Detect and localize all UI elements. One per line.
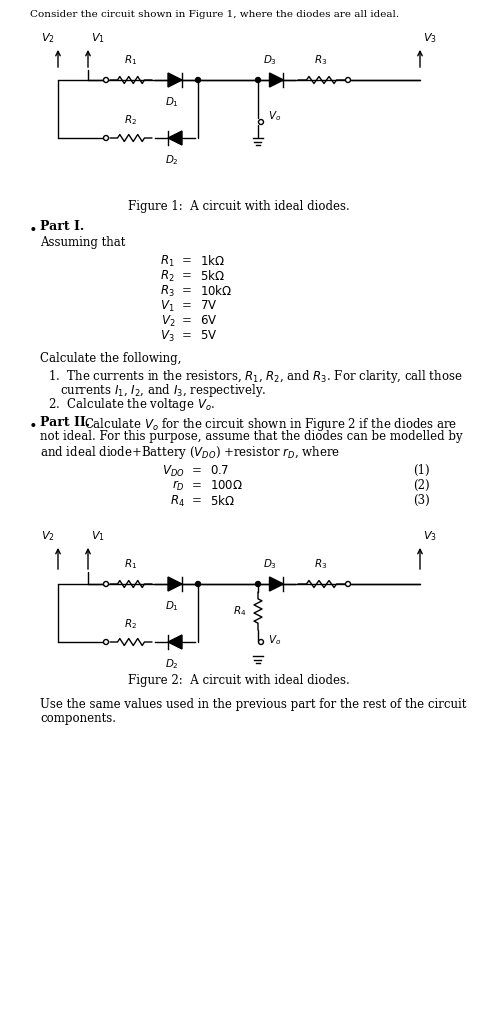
Circle shape <box>103 640 109 644</box>
Text: Part I.: Part I. <box>40 220 84 233</box>
Text: $R_4$: $R_4$ <box>170 494 185 509</box>
Text: $R_4$: $R_4$ <box>233 604 246 617</box>
Text: =: = <box>182 284 192 297</box>
Circle shape <box>103 582 109 587</box>
Text: $V_2$: $V_2$ <box>160 314 175 329</box>
Text: and ideal diode+Battery ($V_{DO}$) +resistor $r_D$, where: and ideal diode+Battery ($V_{DO}$) +resi… <box>40 444 340 461</box>
Polygon shape <box>168 131 182 145</box>
Text: (3): (3) <box>413 494 430 507</box>
Text: $R_1$: $R_1$ <box>125 557 137 571</box>
Circle shape <box>259 120 263 125</box>
Text: Figure 2:  A circuit with ideal diodes.: Figure 2: A circuit with ideal diodes. <box>128 674 350 687</box>
Text: $V_3$: $V_3$ <box>423 31 437 45</box>
Text: $D_1$: $D_1$ <box>165 95 179 109</box>
Polygon shape <box>270 577 284 591</box>
Text: (2): (2) <box>413 479 430 492</box>
Circle shape <box>195 582 201 587</box>
Text: =: = <box>182 269 192 282</box>
Text: =: = <box>182 329 192 342</box>
Text: Assuming that: Assuming that <box>40 236 125 249</box>
Text: $1\mathrm{k}\Omega$: $1\mathrm{k}\Omega$ <box>200 254 225 268</box>
Text: $R_3$: $R_3$ <box>314 53 328 67</box>
Text: $R_2$: $R_2$ <box>160 269 175 284</box>
Circle shape <box>195 78 201 83</box>
Text: $R_2$: $R_2$ <box>125 617 137 631</box>
Text: 1.  The currents in the resistors, $R_1$, $R_2$, and $R_3$. For clarity, call th: 1. The currents in the resistors, $R_1$,… <box>48 368 463 385</box>
Text: $D_3$: $D_3$ <box>263 557 277 571</box>
Text: currents $I_1$, $I_2$, and $I_3$, respectively.: currents $I_1$, $I_2$, and $I_3$, respec… <box>60 382 266 399</box>
Text: =: = <box>192 479 202 492</box>
Text: $5\mathrm{V}$: $5\mathrm{V}$ <box>200 329 217 342</box>
Circle shape <box>259 640 263 644</box>
Text: $5\mathrm{k}\Omega$: $5\mathrm{k}\Omega$ <box>210 494 235 508</box>
Circle shape <box>255 78 261 83</box>
Polygon shape <box>168 73 182 87</box>
Text: $\bullet$: $\bullet$ <box>28 220 36 234</box>
Text: $V_{DO}$: $V_{DO}$ <box>162 464 185 479</box>
Text: 2.  Calculate the voltage $V_o$.: 2. Calculate the voltage $V_o$. <box>48 396 215 413</box>
Text: $V_1$: $V_1$ <box>91 31 105 45</box>
Text: =: = <box>182 299 192 312</box>
Text: $V_o$: $V_o$ <box>268 633 281 647</box>
Text: $V_3$: $V_3$ <box>160 329 175 344</box>
Text: not ideal. For this purpose, assume that the diodes can be modelled by: not ideal. For this purpose, assume that… <box>40 430 463 443</box>
Polygon shape <box>168 577 182 591</box>
Text: $V_3$: $V_3$ <box>423 529 437 543</box>
Text: $V_1$: $V_1$ <box>91 529 105 543</box>
Text: components.: components. <box>40 712 116 725</box>
Text: $R_3$: $R_3$ <box>160 284 175 299</box>
Text: $10\mathrm{k}\Omega$: $10\mathrm{k}\Omega$ <box>200 284 232 298</box>
Circle shape <box>345 582 351 587</box>
Text: $V_2$: $V_2$ <box>41 31 55 45</box>
Polygon shape <box>168 635 182 649</box>
Text: $D_3$: $D_3$ <box>263 53 277 67</box>
Text: $V_o$: $V_o$ <box>268 110 281 123</box>
Text: $R_1$: $R_1$ <box>125 53 137 67</box>
Text: $r_D$: $r_D$ <box>172 479 185 494</box>
Text: $R_2$: $R_2$ <box>125 114 137 127</box>
Text: (1): (1) <box>413 464 430 477</box>
Circle shape <box>345 78 351 83</box>
Text: $0.7$: $0.7$ <box>210 464 229 477</box>
Circle shape <box>255 582 261 587</box>
Text: =: = <box>182 314 192 327</box>
Text: $100\Omega$: $100\Omega$ <box>210 479 243 492</box>
Circle shape <box>103 78 109 83</box>
Text: $D_2$: $D_2$ <box>165 153 179 167</box>
Text: $5\mathrm{k}\Omega$: $5\mathrm{k}\Omega$ <box>200 269 225 283</box>
Text: =: = <box>182 254 192 267</box>
Text: Part II.: Part II. <box>40 416 90 429</box>
Text: Calculate the following,: Calculate the following, <box>40 352 182 365</box>
Text: $6\mathrm{V}$: $6\mathrm{V}$ <box>200 314 217 327</box>
Text: $7\mathrm{V}$: $7\mathrm{V}$ <box>200 299 217 312</box>
Text: $R_1$: $R_1$ <box>160 254 175 269</box>
Text: $D_2$: $D_2$ <box>165 657 179 671</box>
Text: $R_3$: $R_3$ <box>314 557 328 571</box>
Text: =: = <box>192 494 202 507</box>
Text: $D_1$: $D_1$ <box>165 599 179 612</box>
Text: $\bullet$: $\bullet$ <box>28 416 36 430</box>
Text: $V_2$: $V_2$ <box>41 529 55 543</box>
Text: Consider the circuit shown in Figure 1, where the diodes are all ideal.: Consider the circuit shown in Figure 1, … <box>30 10 399 19</box>
Text: Figure 1:  A circuit with ideal diodes.: Figure 1: A circuit with ideal diodes. <box>128 200 350 213</box>
Text: $V_1$: $V_1$ <box>160 299 175 314</box>
Text: Use the same values used in the previous part for the rest of the circuit: Use the same values used in the previous… <box>40 698 467 711</box>
Circle shape <box>103 135 109 140</box>
Text: =: = <box>192 464 202 477</box>
Text: Calculate $V_o$ for the circuit shown in Figure 2 if the diodes are: Calculate $V_o$ for the circuit shown in… <box>84 416 457 433</box>
Polygon shape <box>270 73 284 87</box>
